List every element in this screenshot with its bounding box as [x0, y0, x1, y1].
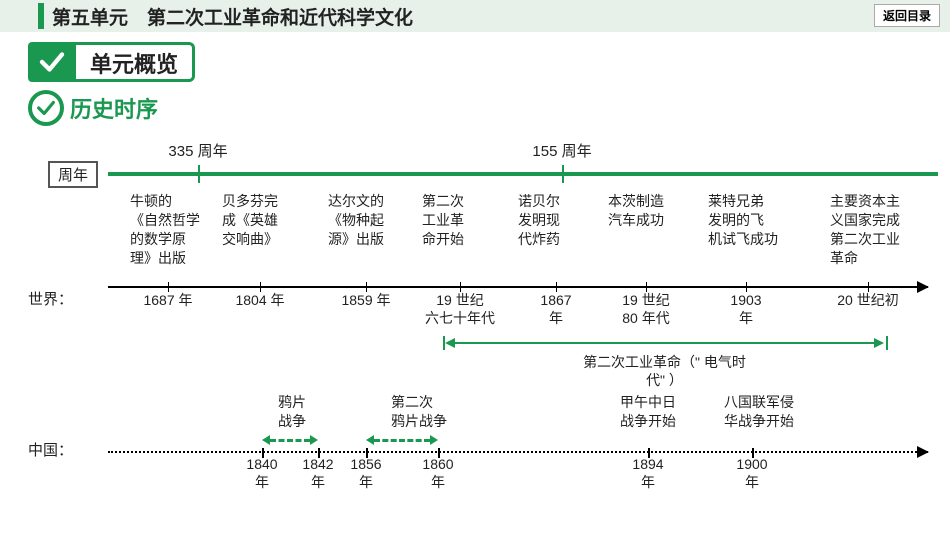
- section-history: 历史时序: [28, 90, 950, 126]
- china-event: 第二次 鸦片战争: [391, 393, 487, 433]
- axis-tick: [868, 282, 869, 292]
- return-button[interactable]: 返回目录: [874, 4, 940, 27]
- range-line: [270, 439, 310, 442]
- axis-tick: [168, 282, 169, 292]
- timeline-area: 335 周年 155 周年 周年 世界： 牛顿的 《自然哲学 的数学原 理》出版贝…: [8, 140, 942, 496]
- world-year: 1867 年: [540, 292, 571, 327]
- world-year: 1804 年: [235, 292, 284, 310]
- era-text: 第二次工业革命（" 电气时 代" ）: [443, 354, 886, 389]
- world-year: 20 世纪初: [837, 292, 898, 310]
- header-accent: [38, 3, 44, 29]
- china-events: 鸦片 战争第二次 鸦片战争 甲午中日 战争开始八国联军侵 华战争开始: [8, 393, 942, 433]
- header-bar: 第五单元 第二次工业革命和近代科学文化 返回目录: [0, 0, 950, 32]
- china-years: 1840 年 1842 年 1856 年 1860 年 1894 年 1900 年: [8, 456, 942, 496]
- green-tick: [562, 165, 564, 183]
- range-arrow-left-icon: [262, 435, 270, 445]
- china-ranges: [8, 433, 942, 447]
- era-arrow-right-icon: [874, 338, 884, 348]
- anniversary-labels: 335 周年 155 周年: [8, 140, 942, 162]
- section-overview: 单元概览: [28, 42, 950, 82]
- world-year: 19 世纪 六七十年代: [425, 292, 495, 327]
- axis-tick: [746, 282, 747, 292]
- check-icon: [35, 97, 57, 119]
- check-icon: [37, 47, 67, 77]
- world-years: 1687 年 1804 年 1859 年 19 世纪 六七十年代 1867 年 19 世纪…: [8, 292, 942, 332]
- world-event: 贝多芬完 成《英雄 交响曲》: [222, 192, 318, 282]
- world-year: 1903 年: [730, 292, 761, 327]
- era-cap: [886, 336, 888, 350]
- world-event: 本茨制造 汽车成功: [608, 192, 704, 282]
- history-check-circle: [28, 90, 64, 126]
- anniversary-label: 335 周年: [168, 140, 227, 161]
- world-event: 莱特兄弟 发明的飞 机试飞成功: [708, 192, 804, 282]
- world-event: 第二次 工业革 命开始: [422, 192, 518, 282]
- axis-tick: [260, 282, 261, 292]
- china-event: 八国联军侵 华战争开始: [724, 393, 820, 433]
- world-event: 主要资本主 义国家完成 第二次工业 革命: [830, 192, 926, 282]
- range-arrow-left-icon: [366, 435, 374, 445]
- world-event: 诺贝尔 发明现 代炸药: [518, 192, 614, 282]
- anniversary-label: 155 周年: [532, 140, 591, 161]
- china-row: 中国： 鸦片 战争第二次 鸦片战争甲午中日 战争开始八国联军侵 华战争开始 18…: [8, 393, 942, 496]
- era-line: [453, 342, 876, 344]
- china-axis: [108, 451, 928, 453]
- world-year: 1859 年: [341, 292, 390, 310]
- green-tick: [198, 165, 200, 183]
- world-axis: [108, 286, 928, 288]
- range-arrow-right-icon: [430, 435, 438, 445]
- china-year: 1840 年: [246, 456, 277, 491]
- china-year: 1894 年: [632, 456, 663, 491]
- world-event: 牛顿的 《自然哲学 的数学原 理》出版: [130, 192, 226, 282]
- anniversary-box: 周年: [48, 161, 98, 188]
- range-arrow-right-icon: [310, 435, 318, 445]
- china-year: 1842 年: [302, 456, 333, 491]
- china-year: 1860 年: [422, 456, 453, 491]
- era-row: [8, 334, 942, 354]
- world-year: 19 世纪 80 年代: [622, 292, 669, 327]
- china-event: 鸦片 战争: [278, 393, 374, 433]
- range-line: [374, 439, 430, 442]
- china-event: 甲午中日 战争开始: [620, 393, 716, 433]
- overview-label: 单元概览: [76, 42, 195, 82]
- axis-tick: [556, 282, 557, 292]
- china-year: 1856 年: [350, 456, 381, 491]
- anniversary-bar-row: 周年: [8, 162, 942, 186]
- china-year: 1900 年: [736, 456, 767, 491]
- unit-title: 第五单元 第二次工业革命和近代科学文化: [52, 3, 413, 30]
- world-event: 达尔文的 《物种起 源》出版: [328, 192, 424, 282]
- world-row: 世界： 牛顿的 《自然哲学 的数学原 理》出版贝多芬完 成《英雄 交响曲》达尔文…: [8, 192, 942, 332]
- axis-tick: [366, 282, 367, 292]
- world-events: 牛顿的 《自然哲学 的数学原 理》出版贝多芬完 成《英雄 交响曲》达尔文的 《物…: [8, 192, 942, 282]
- axis-tick: [460, 282, 461, 292]
- axis-tick: [646, 282, 647, 292]
- green-bar: [108, 172, 938, 176]
- history-label: 历史时序: [70, 92, 158, 124]
- world-year: 1687 年: [143, 292, 192, 310]
- overview-check-box: [28, 42, 76, 82]
